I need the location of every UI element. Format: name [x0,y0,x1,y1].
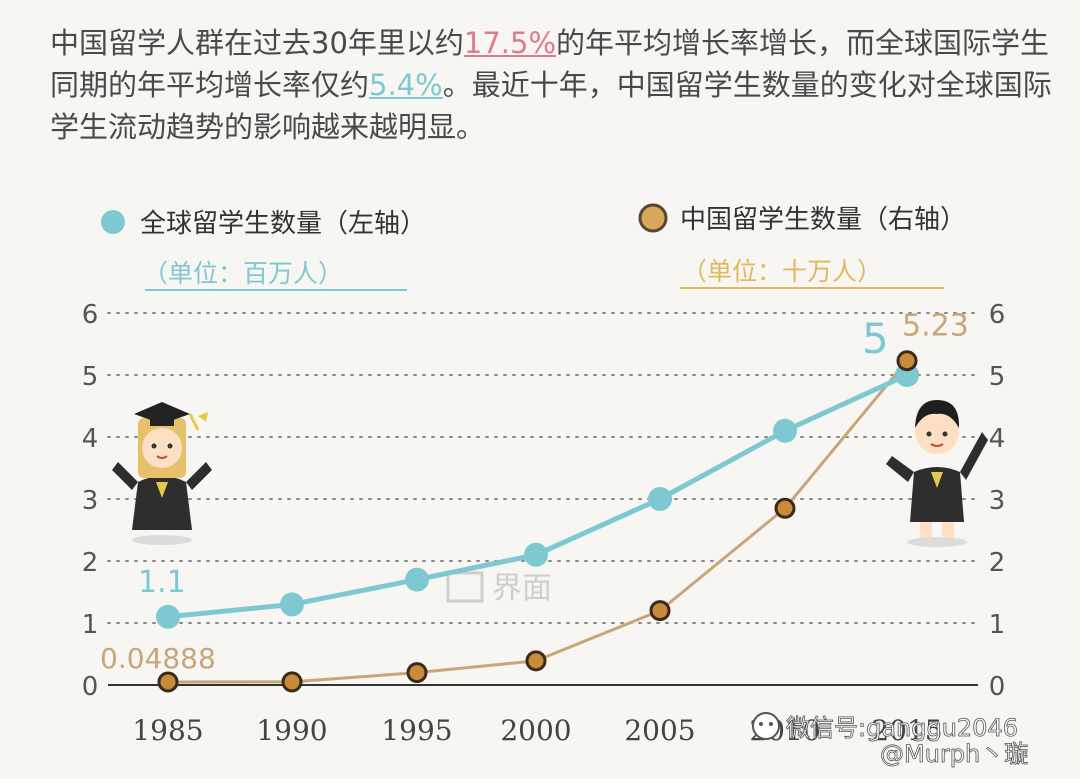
y-left-tick-label: 3 [82,486,99,516]
graduate-girl-illustration [112,402,212,545]
china-data-point [157,671,179,693]
global-growth-rate: 5.4% [369,68,443,102]
jiemian-logo-text: 界面 [492,571,552,606]
jiemian-watermark: 界面 [446,571,552,606]
wechat-id: 微信号:ganggu2046 [786,714,1018,742]
weibo-id: @Murph丶璇 [880,740,1028,768]
legend-global-unit: （单位：百万人） [143,259,343,288]
china-data-point [774,497,796,519]
y-right-tick-label: 4 [989,424,1006,454]
y-right-tick-label: 0 [989,672,1006,702]
global-data-point [156,604,180,629]
x-tick-label: 2005 [624,714,695,747]
x-tick-label: 1990 [256,714,327,747]
china-series-line [167,359,909,684]
intro-text: 中国留学人群在过去30年里以约17.5%的年平均增长率增长，而全球国际学生同期的… [50,22,1060,148]
data-label: 0.04888 [100,642,216,675]
legend-global-label: 全球留学生数量（左轴） [140,209,426,239]
data-label: 1.1 [138,565,186,600]
legend-global-marker [101,210,125,234]
y-left-tick-label: 0 [82,672,99,702]
x-tick-label: 2000 [500,714,571,747]
grid-lines [107,312,979,686]
global-data-point [648,487,672,511]
china-data-point [406,662,428,684]
china-growth-rate: 17.5% [463,26,557,60]
intro-part1: 中国留学人群在过去30年里以约 [50,26,464,60]
global-data-point [405,567,429,592]
data-labels: 1.1 5 0.04888 5.23 [100,309,969,675]
global-data-point [280,592,304,617]
y-right-tick-label: 6 [989,300,1006,330]
y-right-tick-label: 1 [989,610,1006,640]
y-left-tick-label: 4 [82,424,99,454]
x-tick-label: 2015 [871,714,942,747]
china-data-point [281,671,303,693]
intro-part2: 的年平均增长率增长，而全球国际学生同期的年平均增长率仅约 [50,26,1050,102]
global-data-point [524,542,548,567]
y-right-tick-label: 5 [989,362,1006,392]
y-left-tick-label: 5 [82,362,99,392]
china-data-point [649,600,671,622]
series [156,350,919,693]
intro-part3: 。最近十年，中国留学生数量的变化对全球国际学生流动趋势的影响越来越明显。 [50,68,1052,144]
china-data-point [896,350,918,372]
wechat-watermark: 微信号:ganggu2046 [752,712,1018,742]
data-label: 5 [862,314,889,363]
legend-china-marker [638,203,668,233]
china-data-point [525,650,547,672]
y-left-tick-label: 2 [82,548,99,578]
y-left-tick-label: 6 [82,300,99,330]
x-tick-label: 1995 [381,714,452,747]
legend-china-label: 中国留学生数量（右轴） [680,205,966,235]
y-left-tick-label: 1 [82,610,99,640]
global-data-point [773,418,797,443]
graduate-boy-illustration [886,400,988,547]
x-tick-label: 1985 [132,714,203,747]
legend-china-unit: （单位：十万人） [682,257,882,286]
data-label: 5.23 [902,309,969,344]
y-right-tick-label: 2 [989,548,1006,578]
y-right-tick-label: 3 [989,486,1006,516]
